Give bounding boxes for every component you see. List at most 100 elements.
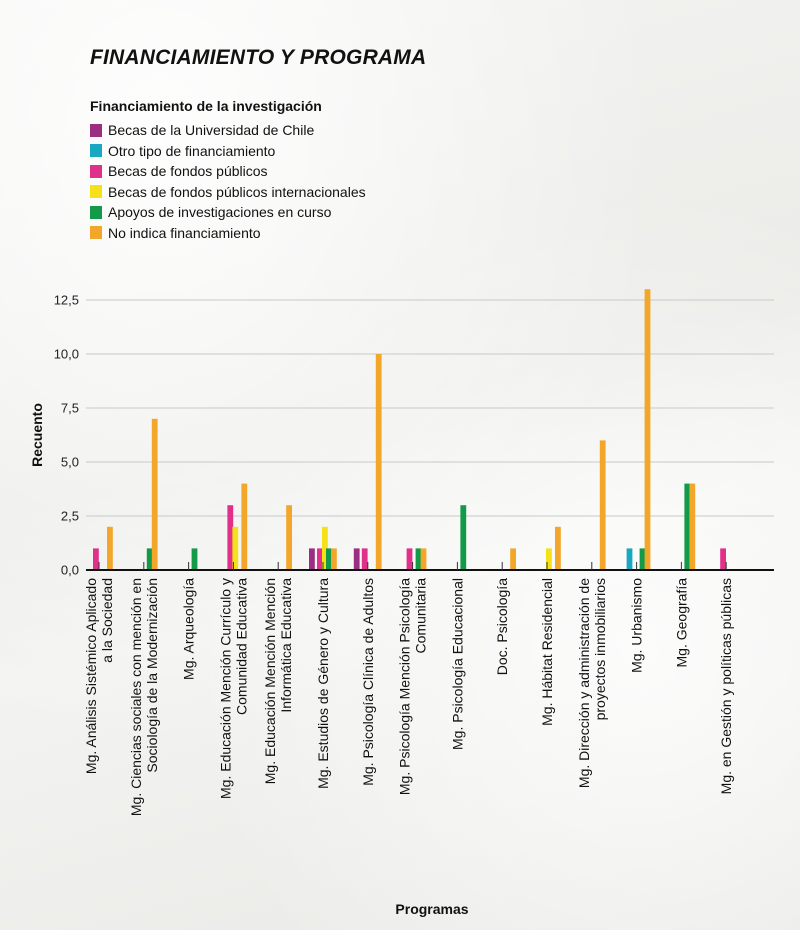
y-tick-label: 5,0 bbox=[61, 455, 79, 470]
bar bbox=[420, 548, 427, 570]
x-tick-label: Mg. Hábitat Residencial bbox=[539, 578, 555, 726]
x-tick-label: Doc. Psicología bbox=[494, 578, 510, 675]
x-category-label: Mg. Geografía bbox=[673, 578, 689, 668]
x-category-label: Mg. Educación Mención Currículo y Comunid… bbox=[217, 578, 249, 799]
x-category-label: Mg. en Gestión y políticas públicas bbox=[718, 578, 734, 794]
legend-swatch bbox=[90, 123, 102, 137]
x-tick-label: Sociología de la Modernización bbox=[144, 578, 160, 773]
legend-swatch bbox=[90, 164, 102, 178]
bar bbox=[286, 505, 292, 570]
bar bbox=[510, 548, 516, 570]
bar bbox=[107, 526, 113, 570]
bar bbox=[331, 548, 337, 570]
x-tick-label: Mg. Educación Mención Mención bbox=[262, 578, 278, 784]
legend-item-no-indica: No indica financiamiento bbox=[90, 223, 366, 244]
x-tick-label: Mg. Psicología Clínica de Adultos bbox=[360, 578, 376, 786]
x-category-label: Mg. Psicología Educacional bbox=[449, 578, 465, 750]
y-tick-label: 7,5 bbox=[61, 401, 79, 416]
x-category-label: Mg. Análisis Sistémico Aplicado a la Soci… bbox=[83, 578, 115, 774]
x-tick-label: Mg. Análisis Sistémico Aplicado bbox=[83, 578, 99, 774]
bar bbox=[639, 548, 646, 570]
y-axis-title: Recuento bbox=[29, 403, 45, 467]
bar bbox=[93, 548, 99, 570]
bar bbox=[415, 548, 422, 570]
x-tick-label: Mg. Urbanismo bbox=[629, 578, 645, 673]
x-tick-label: Mg. Estudios de Género y Cultura bbox=[315, 578, 331, 789]
bar bbox=[361, 548, 368, 570]
bar bbox=[146, 548, 153, 570]
bar bbox=[689, 483, 696, 570]
bar bbox=[151, 418, 158, 570]
bar bbox=[406, 548, 413, 570]
bar bbox=[626, 548, 633, 570]
legend-item-apoyos-investigaciones: Apoyos de investigaciones en curso bbox=[90, 202, 366, 223]
x-tick-label: Mg. Ciencias sociales con mención en bbox=[128, 578, 144, 816]
legend-swatch bbox=[90, 226, 102, 240]
bar bbox=[309, 548, 315, 570]
x-tick-label: Mg. Dirección y administración de bbox=[576, 578, 592, 788]
x-axis-title: Programas bbox=[395, 901, 468, 917]
legend-label: Otro tipo de financiamiento bbox=[108, 142, 276, 159]
bar bbox=[232, 526, 239, 570]
x-category-label: Doc. Psicología bbox=[494, 578, 510, 675]
x-category-label: Mg. Estudios de Género y Cultura bbox=[315, 578, 331, 789]
legend-item-becas-publicos: Becas de fondos públicos bbox=[90, 161, 366, 182]
bar bbox=[317, 548, 323, 570]
legend-item-becas-internacionales: Becas de fondos públicos internacionales bbox=[90, 182, 366, 203]
x-tick-label: Mg. Arqueología bbox=[181, 578, 197, 680]
bar bbox=[546, 548, 552, 570]
bar bbox=[241, 483, 248, 570]
legend-label: Apoyos de investigaciones en curso bbox=[108, 204, 332, 221]
legend: Financiamiento de la investigación Becas… bbox=[90, 98, 366, 243]
x-tick-label: Mg. Psicología Mención Psicología bbox=[397, 578, 413, 795]
bar bbox=[326, 548, 332, 570]
bar bbox=[460, 505, 467, 570]
bar bbox=[644, 289, 651, 570]
bar bbox=[555, 526, 561, 570]
x-category-label: Mg. Urbanismo bbox=[629, 578, 645, 673]
x-category-label: Mg. Hábitat Residencial bbox=[539, 578, 555, 726]
chart-title: FINANCIAMIENTO Y PROGRAMA bbox=[90, 46, 427, 69]
x-tick-label: a la Sociedad bbox=[99, 578, 115, 663]
y-tick-label: 2,5 bbox=[61, 509, 79, 524]
y-tick-label: 12,5 bbox=[54, 293, 79, 308]
x-tick-label: Mg. Psicología Educacional bbox=[449, 578, 465, 750]
bar bbox=[599, 440, 606, 570]
x-tick-label: Comunidad Educativa bbox=[233, 578, 249, 715]
x-tick-label: proyectos inmobiliarios bbox=[592, 578, 608, 720]
legend-label: Becas de fondos públicos bbox=[108, 163, 268, 180]
x-category-label: Mg. Arqueología bbox=[181, 578, 197, 680]
legend-swatch bbox=[90, 144, 102, 158]
legend-label: Becas de la Universidad de Chile bbox=[108, 122, 315, 139]
x-axis-category-labels: Mg. Análisis Sistémico Aplicado a la Soci… bbox=[83, 562, 734, 816]
y-tick-label: 0,0 bbox=[61, 563, 79, 578]
y-tick-label: 10,0 bbox=[54, 347, 79, 362]
bars bbox=[93, 289, 726, 570]
bar bbox=[684, 483, 691, 570]
x-category-label: Mg. Psicología Mención Psicología Comunit… bbox=[397, 578, 429, 795]
y-axis-ticks: 0,0 2,5 5,0 7,5 10,0 12,5 bbox=[54, 293, 79, 578]
legend-label: No indica financiamiento bbox=[108, 224, 261, 241]
x-tick-label: Informática Educativa bbox=[278, 578, 294, 713]
x-tick-label: Mg. Geografía bbox=[673, 578, 689, 668]
bar bbox=[720, 548, 726, 570]
x-tick-label: Mg. Educación Mención Currículo y bbox=[217, 578, 233, 799]
legend-swatch bbox=[90, 205, 102, 219]
legend-swatch bbox=[90, 185, 102, 199]
bar bbox=[322, 526, 328, 570]
x-tick-label: Comunitaria bbox=[413, 578, 429, 654]
bar bbox=[375, 354, 382, 570]
gridlines bbox=[86, 299, 774, 517]
legend-item-becas-uchile: Becas de la Universidad de Chile bbox=[90, 120, 366, 141]
x-category-label: Mg. Ciencias sociales con mención en Soci… bbox=[128, 578, 160, 816]
x-category-label: Mg. Psicología Clínica de Adultos bbox=[360, 578, 376, 786]
bar bbox=[353, 548, 360, 570]
legend-item-otro-tipo: Otro tipo de financiamiento bbox=[90, 141, 366, 162]
bar bbox=[227, 505, 234, 570]
x-category-label: Mg. Educación Mención Mención Informática… bbox=[262, 578, 294, 784]
x-category-label: Mg. Dirección y administración de proyect… bbox=[576, 578, 608, 788]
legend-title: Financiamiento de la investigación bbox=[90, 98, 322, 114]
x-tick-label: Mg. en Gestión y políticas públicas bbox=[718, 578, 734, 794]
